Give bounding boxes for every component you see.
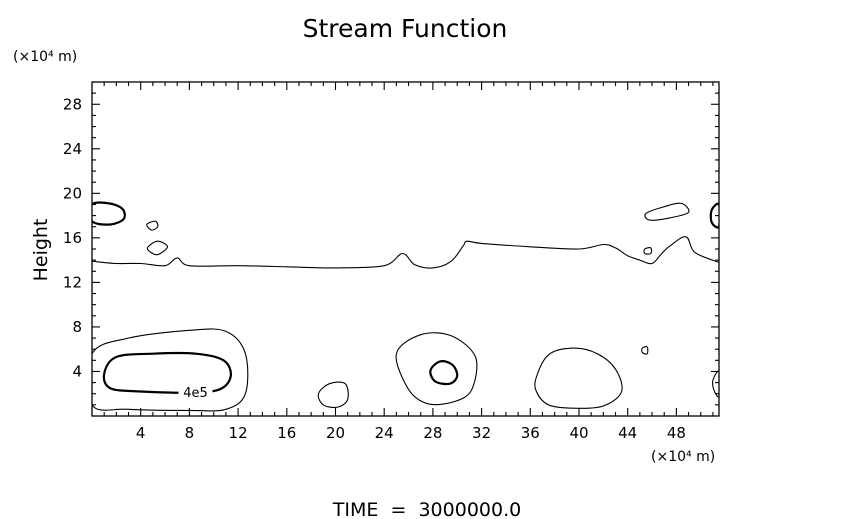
contour-line-4 [146,240,169,256]
time-footer: TIME = 3000000.0 [332,499,521,519]
x-tick-label: 20 [326,424,345,442]
x-tick-label: 24 [375,424,394,442]
contour-line-15 [712,370,719,398]
contour-line-12 [429,360,459,386]
contour-line-2 [92,201,126,226]
x-tick-label: 36 [521,424,540,442]
y-axis-label: Height [30,219,52,282]
contour-line-13 [534,347,623,409]
y-tick-label: 12 [63,273,82,291]
contour-line-3 [146,220,159,231]
chart-title: Stream Function [303,14,508,43]
y-tick-label: 20 [63,184,82,202]
x-tick-label: 48 [667,424,686,442]
y-axis-unit: (×10⁴ m) [13,49,77,65]
contour-label-bg [178,384,213,400]
contour-label: 4e5 [183,386,208,401]
contour-lines: 4e5 [92,201,719,412]
x-tick-label: 28 [423,424,442,442]
y-tick-label: 4 [72,362,82,380]
contour-line-5 [644,202,690,221]
axis-ticks [92,82,719,416]
x-tick-label: 44 [618,424,637,442]
contour-line-9 [102,351,232,394]
x-tick-label: 12 [229,424,248,442]
contour-line-10 [317,381,349,408]
contour-line-14 [641,346,649,355]
y-tick-label: 16 [63,229,82,247]
x-axis-unit: (×10⁴ m) [651,449,715,465]
contour-line-11 [395,332,478,406]
plot-frame [91,81,720,417]
x-tick-label: 16 [277,424,296,442]
x-tick-label: 8 [185,424,195,442]
contour-line-7 [709,202,719,229]
contour-line-1 [92,236,719,269]
x-tick-label: 32 [472,424,491,442]
y-tick-label: 28 [63,95,82,113]
x-tick-label: 4 [136,424,146,442]
x-tick-label: 40 [569,424,588,442]
y-tick-label: 8 [72,318,82,336]
y-tick-label: 24 [63,140,82,158]
contour-line-8 [92,328,249,412]
contour-line-6 [643,247,653,255]
